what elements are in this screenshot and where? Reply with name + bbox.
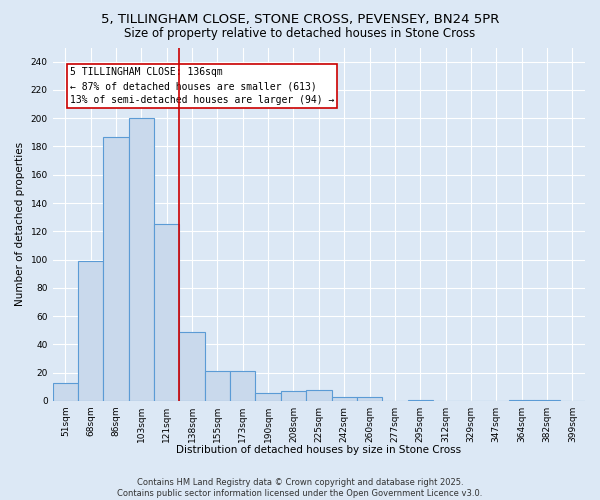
Text: 5 TILLINGHAM CLOSE: 136sqm
← 87% of detached houses are smaller (613)
13% of sem: 5 TILLINGHAM CLOSE: 136sqm ← 87% of deta… [70, 68, 334, 106]
Bar [407, 400, 433, 401]
Bar [509, 400, 535, 401]
Y-axis label: Number of detached properties: Number of detached properties [15, 142, 25, 306]
Bar [53, 382, 78, 401]
Bar [103, 136, 129, 401]
Bar [230, 372, 256, 401]
Bar [535, 400, 560, 401]
Bar [78, 261, 103, 401]
Bar [357, 396, 382, 401]
X-axis label: Distribution of detached houses by size in Stone Cross: Distribution of detached houses by size … [176, 445, 461, 455]
Bar [306, 390, 332, 401]
Text: Size of property relative to detached houses in Stone Cross: Size of property relative to detached ho… [124, 28, 476, 40]
Bar [256, 392, 281, 401]
Text: 5, TILLINGHAM CLOSE, STONE CROSS, PEVENSEY, BN24 5PR: 5, TILLINGHAM CLOSE, STONE CROSS, PEVENS… [101, 12, 499, 26]
Bar [154, 224, 179, 401]
Bar [205, 372, 230, 401]
Bar [129, 118, 154, 401]
Text: Contains HM Land Registry data © Crown copyright and database right 2025.
Contai: Contains HM Land Registry data © Crown c… [118, 478, 482, 498]
Bar [179, 332, 205, 401]
Bar [281, 391, 306, 401]
Bar [332, 396, 357, 401]
